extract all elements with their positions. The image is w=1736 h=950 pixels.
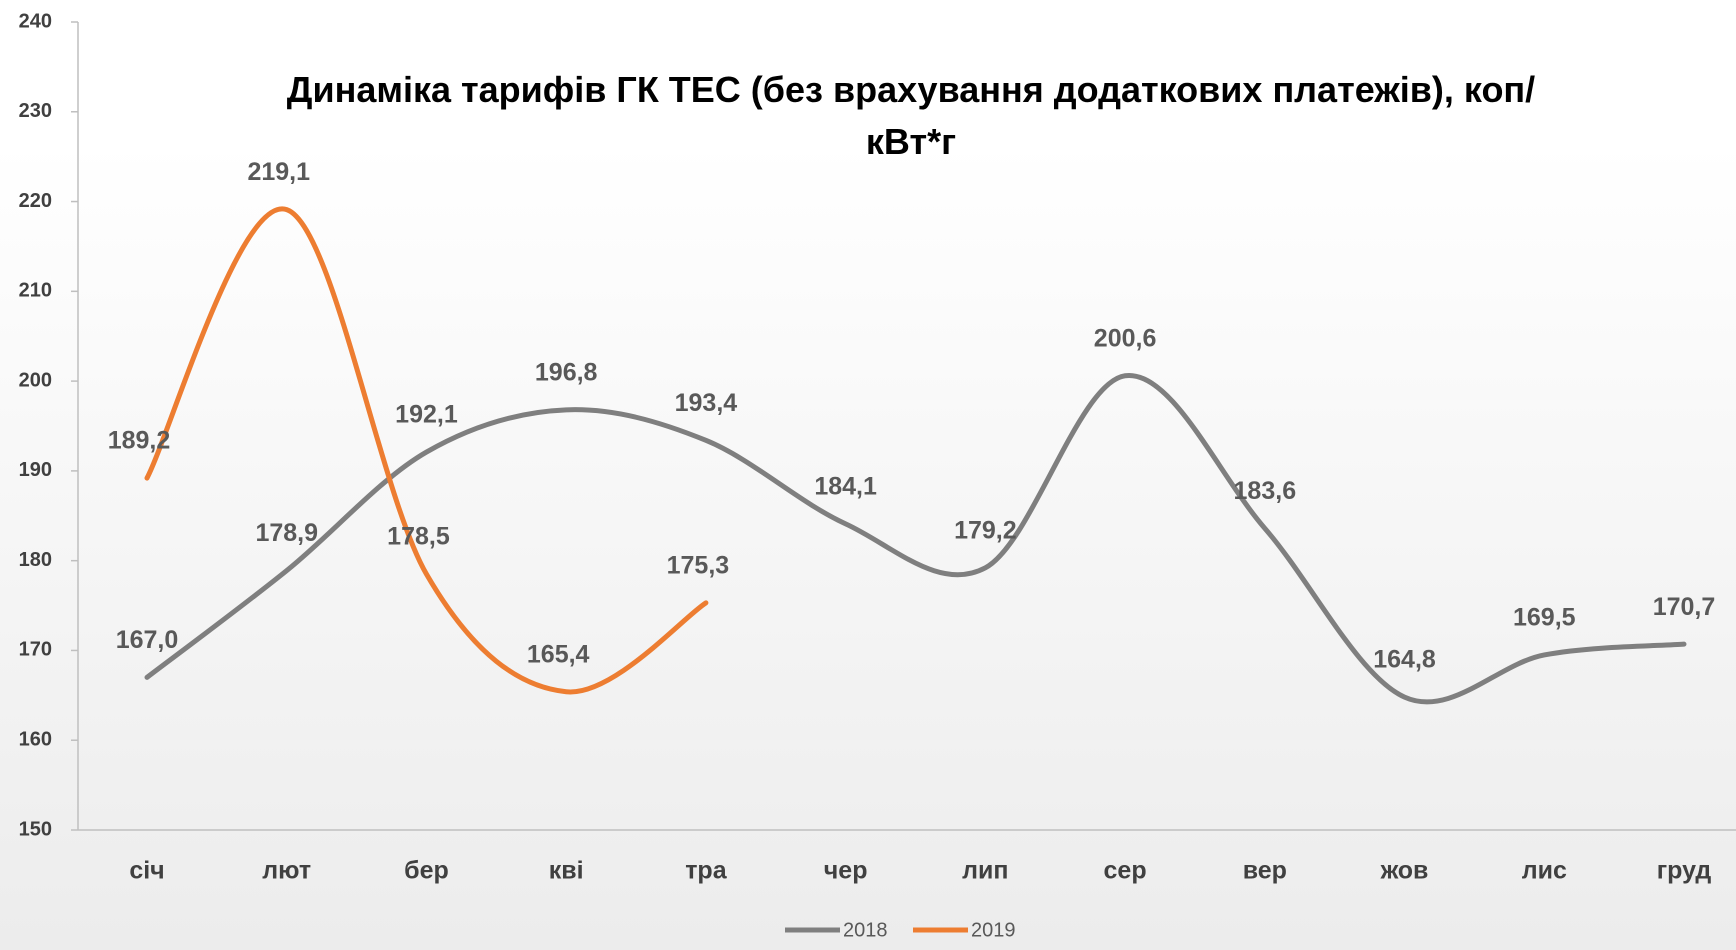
data-label: 169,5 xyxy=(1513,604,1576,632)
x-tick-label: груд xyxy=(1657,857,1712,885)
x-tick-label: кві xyxy=(549,857,584,885)
data-label: 167,0 xyxy=(116,626,179,654)
x-tick-label: лис xyxy=(1522,857,1567,885)
y-tick-label: 200 xyxy=(19,369,52,391)
data-label: 175,3 xyxy=(667,551,730,579)
x-tick-label: вер xyxy=(1243,857,1287,885)
data-label: 193,4 xyxy=(675,389,738,417)
x-tick-label: бер xyxy=(404,857,449,885)
x-tick-label: лип xyxy=(962,857,1008,885)
data-label: 170,7 xyxy=(1653,593,1716,621)
series-line xyxy=(144,373,1687,705)
data-label: 196,8 xyxy=(535,358,598,386)
data-label: 165,4 xyxy=(527,640,590,668)
data-label: 192,1 xyxy=(395,401,458,429)
chart-title: Динаміка тарифів ГК ТЕС (без врахування … xyxy=(286,69,1536,162)
y-tick-label: 170 xyxy=(19,639,52,661)
data-label: 219,1 xyxy=(247,158,310,186)
data-label: 200,6 xyxy=(1094,324,1157,352)
legend-label: 2019 xyxy=(971,919,1016,941)
data-label: 189,2 xyxy=(108,427,171,455)
data-label: 178,5 xyxy=(387,523,450,551)
y-tick-label: 150 xyxy=(19,818,52,840)
x-tick-label: січ xyxy=(129,857,164,885)
y-tick-label: 190 xyxy=(19,459,52,481)
y-tick-label: 160 xyxy=(19,729,52,751)
y-tick-label: 240 xyxy=(19,10,52,32)
y-tick-label: 220 xyxy=(19,190,52,212)
x-tick-label: лют xyxy=(262,857,311,885)
x-tick-label: чер xyxy=(824,857,868,885)
x-tick-label: жов xyxy=(1380,857,1429,885)
x-tick-label: сер xyxy=(1104,857,1147,885)
data-label: 184,1 xyxy=(814,472,877,500)
data-label: 183,6 xyxy=(1234,477,1297,505)
legend-label: 2018 xyxy=(843,919,888,941)
data-label: 164,8 xyxy=(1373,646,1436,674)
data-label: 178,9 xyxy=(255,519,318,547)
x-tick-label: тра xyxy=(685,857,728,885)
y-tick-label: 180 xyxy=(19,549,52,571)
series-line xyxy=(144,206,709,695)
data-label: 179,2 xyxy=(954,516,1017,544)
y-tick-label: 230 xyxy=(19,100,52,122)
y-tick-label: 210 xyxy=(19,280,52,302)
